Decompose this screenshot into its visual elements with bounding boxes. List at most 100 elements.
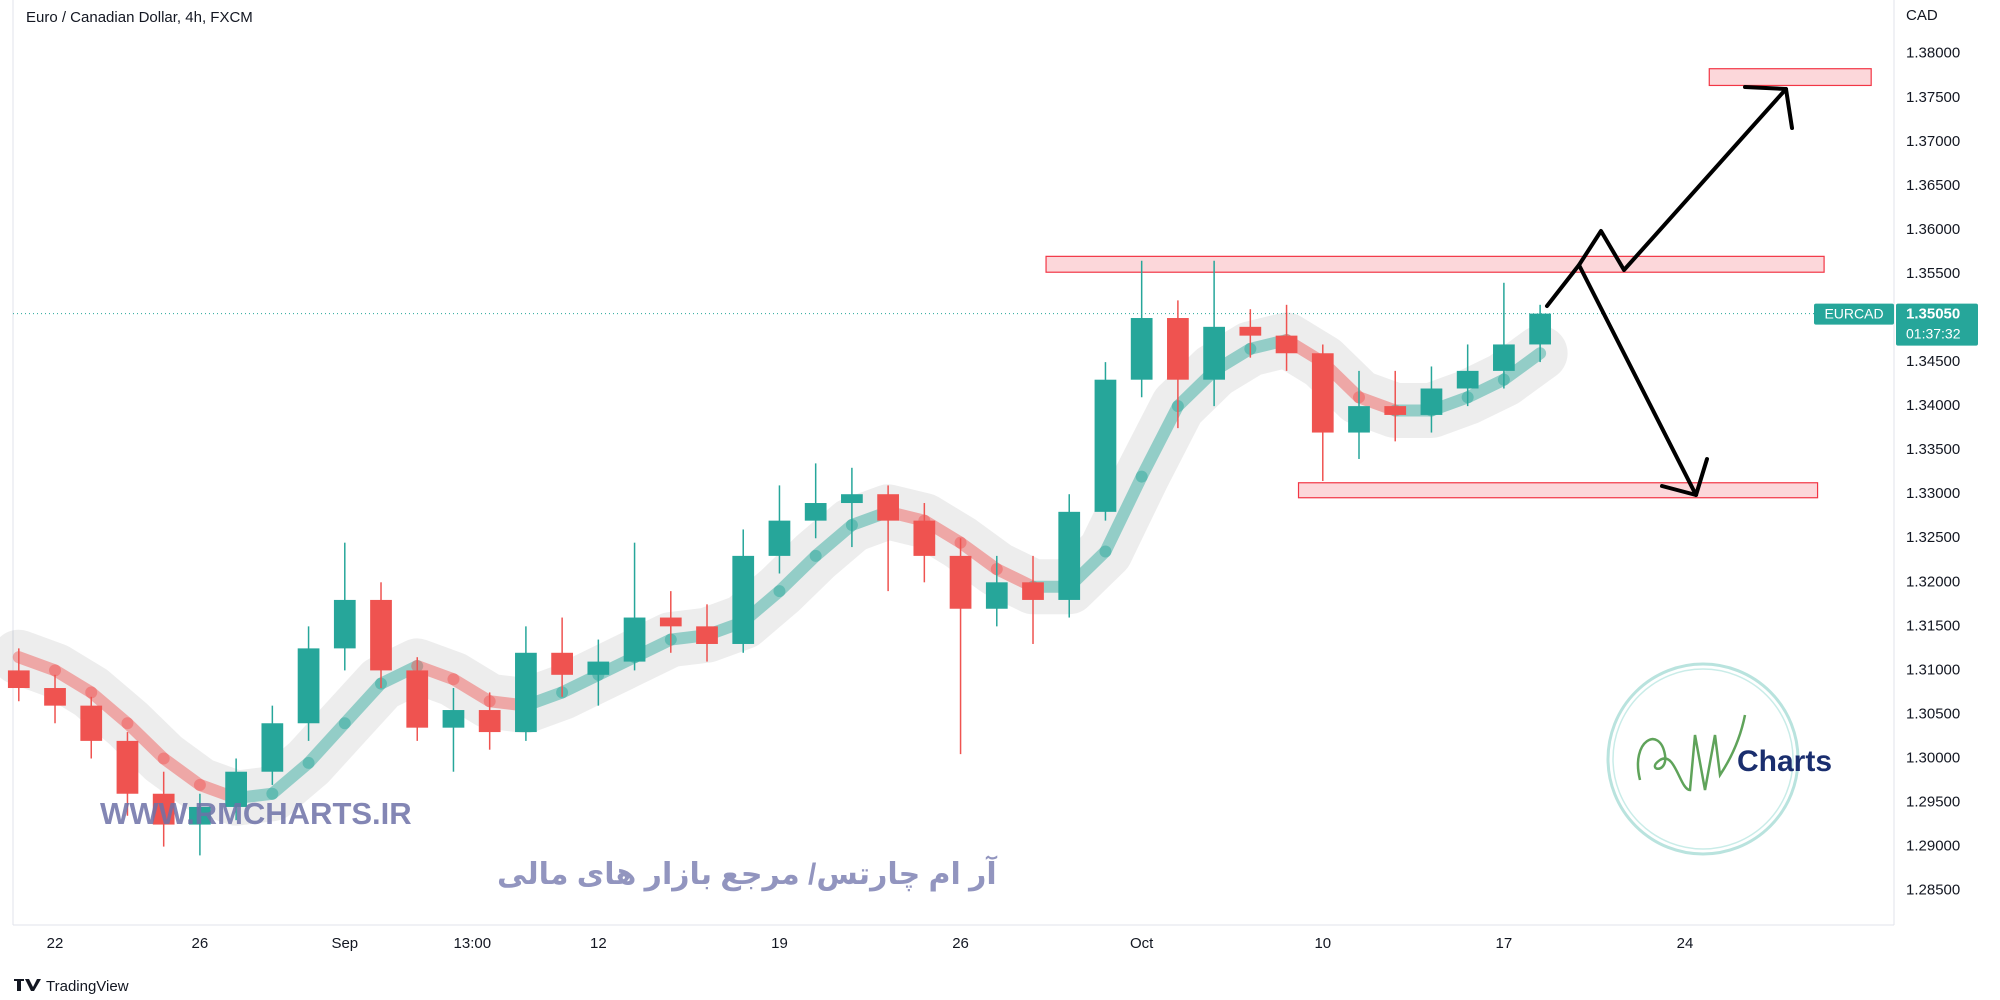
candle-body: [696, 626, 718, 644]
down-arrow-head: [1660, 457, 1709, 497]
up-arrow-head: [1743, 85, 1794, 130]
price-layer: [7, 260, 1551, 856]
price-zone: [1297, 482, 1819, 499]
x-tick-label: 10: [1314, 935, 1331, 952]
ma-ribbon-segment: [12, 651, 62, 677]
y-tick-label: 1.29000: [1906, 838, 1960, 855]
y-tick-label: 1.38000: [1906, 45, 1960, 62]
y-tick-label: 1.34500: [1906, 353, 1960, 370]
y-tick-label: 1.31000: [1906, 661, 1960, 678]
x-tick-label: 24: [1677, 935, 1694, 952]
ma-ribbon-segment: [447, 673, 496, 708]
ma-ribbon-segment: [302, 717, 351, 769]
ma-ribbon-segment: [954, 536, 1003, 576]
projection-arrows: [1545, 85, 1794, 497]
x-tick-label: 26: [192, 935, 209, 952]
candle-body: [949, 555, 972, 609]
ma-ribbon-segment: [1099, 470, 1148, 558]
candle-body: [913, 520, 936, 556]
logo-ring-inner: [1612, 668, 1794, 850]
ma-ribbon-segment: [49, 664, 98, 699]
y-tick-label: 1.34000: [1906, 397, 1960, 414]
up-arrow: [1545, 87, 1788, 308]
candle-body: [1239, 326, 1262, 336]
logo-script: [1636, 714, 1747, 792]
symbol-label: EURCAD: [1824, 305, 1883, 321]
candle-body: [515, 652, 537, 733]
candle-body: [1384, 406, 1407, 415]
candle-body: [659, 617, 682, 627]
candle-body: [1167, 318, 1189, 380]
annotation-layer: [1545, 85, 1794, 497]
logo-ring: [1606, 662, 1800, 856]
y-tick-label: 1.32000: [1906, 573, 1960, 590]
countdown-label: 01:37:32: [1906, 325, 1961, 341]
ma-ribbon-segment: [556, 668, 605, 699]
price-label: 1.35050: [1906, 306, 1960, 323]
candle-body: [261, 723, 284, 772]
candle-body: [804, 503, 827, 521]
price-zone: [1045, 255, 1825, 273]
candle-body: [985, 582, 1008, 609]
chart-title: Euro / Canadian Dollar, 4h, FXCM: [26, 9, 253, 26]
y-tick-label: 1.37500: [1906, 89, 1960, 106]
candle-body: [44, 688, 66, 706]
x-tick-label: 26: [952, 935, 969, 952]
candle-body: [297, 648, 320, 724]
ma-ribbon-segment: [1135, 400, 1184, 483]
candle-body: [442, 710, 465, 728]
candle-body: [225, 771, 247, 807]
y-tick-label: 1.31500: [1906, 617, 1960, 634]
tradingview-logo: [14, 979, 41, 991]
y-tick-label: 1.33500: [1906, 441, 1960, 458]
ma-ribbon-segment: [121, 717, 170, 765]
x-tick-label: Sep: [331, 935, 358, 952]
candle-body: [152, 793, 175, 825]
candle-body: [1130, 318, 1153, 380]
candle-body: [551, 652, 573, 675]
ma-ribbon-segment: [338, 677, 388, 730]
candle-body: [1094, 379, 1117, 512]
candle-body: [189, 806, 211, 825]
candle-body: [1529, 313, 1551, 345]
down-arrow: [1577, 263, 1698, 497]
x-tick-label: 12: [590, 935, 607, 952]
y-tick-label: 1.35500: [1906, 265, 1960, 282]
y-tick-label: 1.30500: [1906, 705, 1960, 722]
y-tick-label: 1.33000: [1906, 485, 1960, 502]
ma-ribbon-segment: [266, 756, 315, 800]
y-tick-label: 1.32500: [1906, 529, 1960, 546]
x-tick-label: 17: [1496, 935, 1513, 952]
candle-body: [623, 617, 646, 662]
ma-ribbon-segment: [773, 549, 822, 598]
ma-ribbon-segment: [85, 686, 134, 730]
candle-body: [841, 494, 863, 504]
candle-body: [1493, 344, 1515, 371]
y-tick-label: 1.37000: [1906, 133, 1960, 150]
y-tick-label: 1.36500: [1906, 177, 1960, 194]
candle-body: [768, 520, 791, 556]
ma-ribbon-segment: [1497, 347, 1547, 386]
candle-body: [1348, 406, 1370, 433]
x-tick-label: 19: [771, 935, 788, 952]
candle-body: [333, 599, 356, 649]
candle-body: [877, 494, 899, 521]
y-tick-label: 1.36000: [1906, 221, 1960, 238]
x-tick-label: Oct: [1130, 935, 1154, 952]
candle-body: [80, 705, 103, 741]
candle-body: [587, 661, 610, 675]
price-zone: [1708, 68, 1872, 87]
watermark-site: WWW.RMCHARTS.IR: [100, 796, 412, 831]
candle-body: [1022, 582, 1044, 600]
candle-body: [7, 670, 30, 689]
candle-body: [116, 740, 139, 794]
symbol-badge: [1814, 303, 1894, 325]
y-tick-label: 1.28500: [1906, 882, 1960, 899]
ma-ribbon-segment: [1461, 373, 1510, 404]
x-tick-label: 22: [47, 935, 64, 952]
candle-body: [406, 670, 429, 728]
y-tick-label: 1.30000: [1906, 749, 1960, 766]
candle-body: [1203, 326, 1225, 380]
candle-body: [732, 555, 755, 644]
